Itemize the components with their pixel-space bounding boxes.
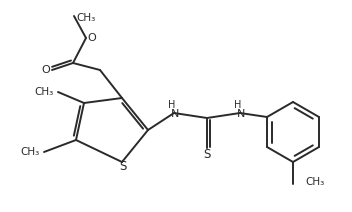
Text: N: N xyxy=(171,109,179,119)
Text: CH₃: CH₃ xyxy=(305,177,324,187)
Text: CH₃: CH₃ xyxy=(35,87,54,97)
Text: H: H xyxy=(234,100,242,110)
Text: N: N xyxy=(237,109,245,119)
Text: CH₃: CH₃ xyxy=(21,147,40,157)
Text: S: S xyxy=(203,148,211,160)
Text: CH₃: CH₃ xyxy=(76,13,95,23)
Text: S: S xyxy=(119,160,127,173)
Text: O: O xyxy=(42,65,50,75)
Text: O: O xyxy=(88,33,96,43)
Text: H: H xyxy=(168,100,176,110)
